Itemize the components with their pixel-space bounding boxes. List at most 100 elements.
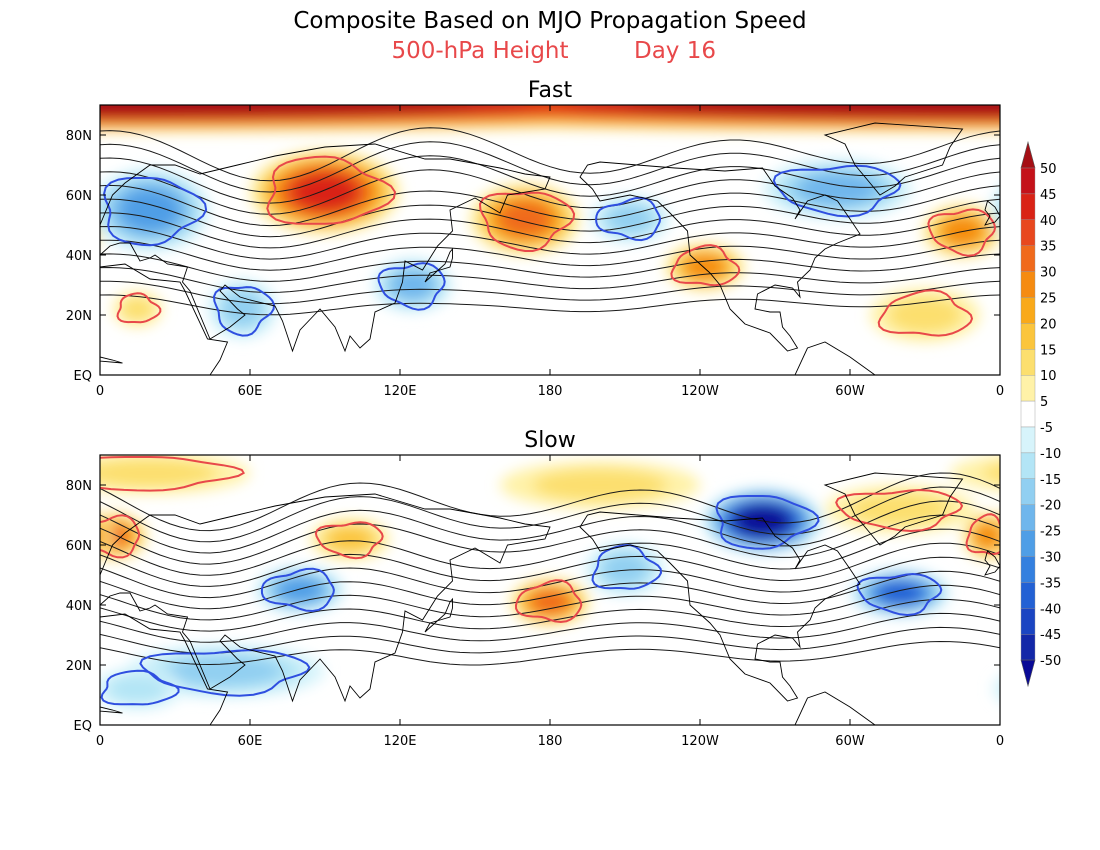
anomaly-shade-level	[982, 463, 1000, 483]
anomaly-shade-level	[0, 573, 41, 612]
lat-label: 40N	[66, 599, 92, 614]
lat-label: 20N	[66, 309, 92, 324]
height-contour	[100, 556, 1000, 599]
anomaly-center	[0, 569, 950, 617]
colorbar-label: 5	[1040, 395, 1048, 410]
colorbar-label: 40	[1040, 214, 1057, 229]
coastline-eurasia	[100, 493, 551, 703]
colorbar-label: -15	[1040, 473, 1061, 488]
colorbar-label: -40	[1040, 602, 1061, 617]
coastlines-slow	[100, 472, 1000, 725]
figure-subtitle-field: 500-hPa Height	[391, 38, 568, 64]
negative-anomaly-contour	[260, 567, 335, 613]
height-contour	[100, 584, 1000, 621]
height-contour	[100, 640, 1000, 666]
anomaly-shade-level	[0, 297, 62, 333]
anomaly-center	[28, 204, 1000, 258]
colorbar-label: -5	[1040, 421, 1053, 436]
negative-anomaly-contour	[100, 669, 180, 706]
colorbar-label: -35	[1040, 576, 1061, 591]
height-contour	[100, 141, 1000, 193]
anomaly-shade-level	[685, 255, 725, 279]
lat-label: 80N	[66, 129, 92, 144]
coastline-africa	[100, 263, 229, 375]
colorbar-swatch	[1020, 530, 1036, 557]
coastline-uk	[984, 200, 1000, 226]
height-contour	[100, 542, 1000, 587]
anomaly-shade-level	[531, 591, 569, 613]
lon-label: 0	[96, 734, 104, 749]
anomaly-shade-level	[0, 578, 31, 608]
positive-anomaly-contour	[927, 208, 997, 257]
positive-anomaly-contour	[100, 514, 141, 559]
anomaly-shade-level	[887, 296, 963, 334]
colorbar-arrow-bottom	[1020, 659, 1036, 688]
height-contour	[100, 570, 1000, 610]
lon-label: 0	[96, 384, 104, 399]
height-contour	[100, 253, 1000, 282]
colorbar-label: -30	[1040, 551, 1061, 566]
anomaly-shade-level	[28, 208, 98, 255]
colorbar-label: 45	[1040, 188, 1057, 203]
height-contour	[100, 155, 1000, 204]
positive-anomaly-contour	[670, 244, 741, 287]
anomaly-shade-level	[1025, 644, 1100, 698]
colorbar-swatch	[1020, 245, 1036, 272]
height-contour	[100, 169, 1000, 215]
colorbar-swatch	[1020, 219, 1036, 246]
coastline-japan	[424, 247, 453, 283]
anomaly-shade-level	[0, 493, 51, 525]
colorbar-swatch	[1020, 582, 1036, 609]
anomaly-shade-level	[0, 159, 13, 219]
colorbar-swatch	[1020, 400, 1036, 428]
negative-anomaly-contour	[595, 196, 662, 242]
height-contour	[100, 280, 1000, 305]
colorbar-swatch	[1020, 297, 1036, 324]
colorbar-swatch	[1020, 478, 1036, 505]
anomaly-shade-level	[0, 485, 75, 533]
colorbar-label: -20	[1040, 499, 1061, 514]
colorbar-swatch	[1020, 634, 1036, 661]
coastline-north-america	[579, 511, 861, 702]
lon-label: 120E	[383, 384, 416, 399]
anomaly-shade-level	[0, 580, 27, 606]
lat-label: 60N	[66, 189, 92, 204]
anomaly-shade-level	[992, 677, 1000, 701]
anomaly-shade-level	[168, 655, 282, 687]
colorbar-label: -10	[1040, 447, 1061, 462]
anomaly-center	[0, 159, 913, 219]
positive-anomaly-contour	[514, 579, 583, 624]
anomaly-shade-level	[392, 271, 433, 299]
panel-title-fast: Fast	[528, 78, 573, 103]
lat-label: 80N	[66, 479, 92, 494]
colorbar-swatch	[1020, 452, 1036, 479]
anomaly-shade-level	[38, 215, 87, 248]
coastline-north-america	[579, 161, 861, 352]
coastline-eurasia	[100, 143, 551, 353]
anomaly-shade-level	[877, 582, 923, 604]
lat-label: EQ	[74, 369, 92, 384]
lon-label: 60E	[238, 734, 263, 749]
anomaly-shading-slow	[0, 455, 1100, 710]
colorbar-arrow-top	[1020, 140, 1036, 169]
negative-anomaly-contour	[377, 262, 446, 311]
height-contour	[100, 127, 1000, 182]
positive-anomaly-contour	[116, 292, 162, 324]
anomaly-shade-level	[997, 199, 1000, 221]
anomaly-shade-level	[0, 569, 50, 617]
anomaly-shade-level	[0, 80, 42, 130]
anomaly-shade-level	[33, 211, 92, 251]
colorbar-label: 30	[1040, 266, 1057, 281]
lat-label: 20N	[66, 659, 92, 674]
coastline-greenland	[823, 122, 964, 196]
colorbar-legend: 50 45 40 35 30 25 20 15 10 5 -5 -10 -15 -20 -25 -30 -35 -…	[1020, 140, 1061, 688]
positive-anomaly-contour	[314, 521, 384, 560]
positive-anomaly-contour	[965, 513, 1000, 556]
anomaly-shade-level	[1007, 675, 1068, 703]
anomaly-shade-level	[532, 468, 668, 502]
colorbar-swatch	[1020, 167, 1036, 195]
negative-anomaly-contour	[591, 544, 663, 590]
colorbar-swatch	[1020, 504, 1036, 531]
figure-title: Composite Based on MJO Propagation Speed	[293, 8, 806, 34]
